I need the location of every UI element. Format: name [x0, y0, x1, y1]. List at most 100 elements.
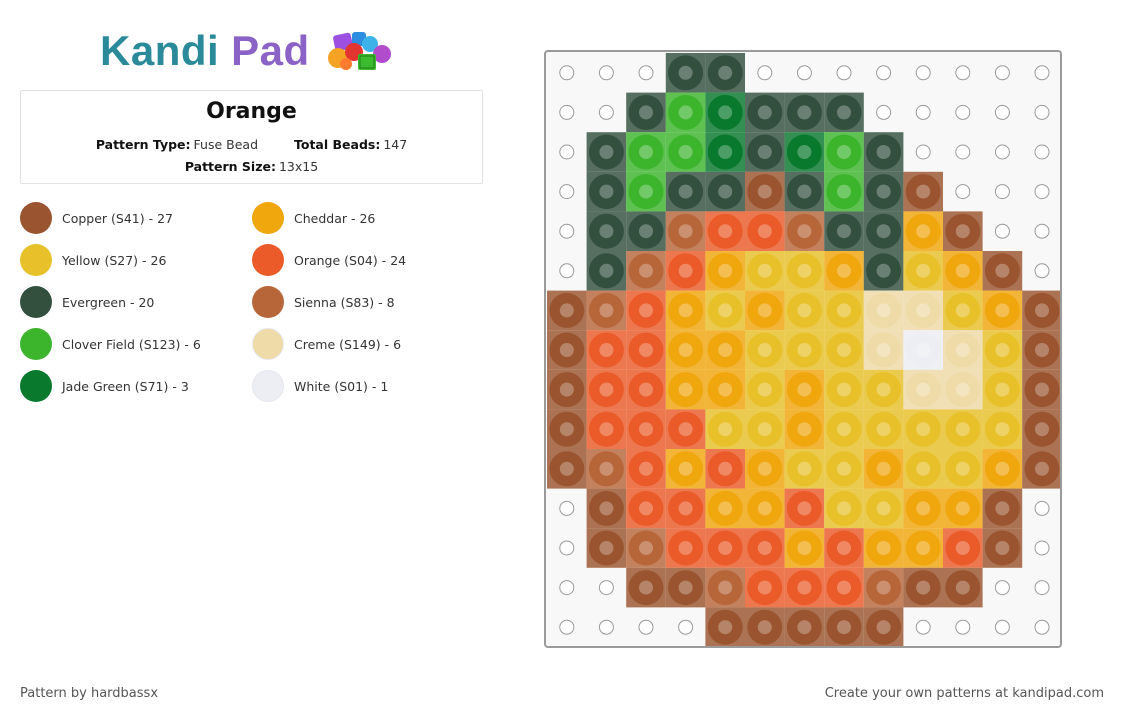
- bead: [588, 490, 624, 526]
- bead-hole: [599, 303, 614, 318]
- bead-hole: [639, 263, 653, 278]
- empty-peg: [1034, 580, 1050, 596]
- bead: [747, 253, 783, 289]
- bead-hole: [718, 224, 733, 239]
- bead-hole: [757, 303, 772, 318]
- total-beads-value: 147: [383, 137, 408, 152]
- bead-hole: [995, 501, 1010, 516]
- bead: [905, 332, 941, 368]
- bead: [905, 530, 941, 566]
- empty-peg: [559, 500, 575, 516]
- bead-hole: [916, 303, 931, 318]
- bead: [588, 292, 624, 328]
- bead-hole: [955, 461, 970, 476]
- bead-hole: [718, 461, 733, 476]
- legend-label: Evergreen - 20: [62, 294, 155, 310]
- bead-hole: [1035, 343, 1049, 357]
- bead-hole: [559, 343, 574, 357]
- bead: [668, 451, 704, 487]
- bead: [588, 530, 624, 566]
- bead: [668, 174, 704, 210]
- empty-peg: [598, 619, 614, 635]
- bead: [984, 372, 1020, 408]
- bead-hole: [757, 580, 772, 595]
- bead-hole: [559, 382, 574, 397]
- bead-hole: [757, 224, 772, 239]
- bead: [628, 332, 664, 368]
- bead-hole: [916, 501, 931, 516]
- bead-hole: [559, 461, 574, 476]
- bead: [747, 213, 783, 249]
- empty-peg: [876, 65, 892, 81]
- color-swatch: [20, 202, 52, 234]
- kandi-pad-logo[interactable]: Kandi Pad: [100, 24, 410, 78]
- bead: [707, 372, 743, 408]
- legend-label: White (S01) - 1: [294, 378, 389, 394]
- bead-hole: [995, 382, 1010, 397]
- bead-hole: [639, 461, 653, 476]
- bead: [668, 530, 704, 566]
- bead: [905, 411, 941, 447]
- bead: [747, 372, 783, 408]
- bead-hole: [718, 422, 733, 437]
- empty-peg: [1034, 500, 1050, 516]
- bead: [588, 174, 624, 210]
- bead-hole: [718, 580, 733, 595]
- bead-hole: [916, 184, 931, 199]
- bead-hole: [876, 382, 891, 397]
- bead-hole: [639, 224, 653, 239]
- bead-hole: [678, 263, 693, 278]
- bead: [826, 213, 862, 249]
- bead-hole: [797, 580, 812, 595]
- empty-peg: [915, 144, 931, 160]
- bead: [628, 134, 664, 170]
- bead-hole: [757, 422, 772, 437]
- bead-hole: [797, 303, 812, 318]
- bead: [588, 253, 624, 289]
- bead-hole: [995, 343, 1010, 357]
- bead: [826, 174, 862, 210]
- empty-peg: [1034, 540, 1050, 556]
- bead: [984, 411, 1020, 447]
- pattern-type-label: Pattern Type:: [95, 137, 191, 152]
- bead: [826, 411, 862, 447]
- bead-hole: [639, 145, 653, 159]
- bead-hole: [639, 541, 653, 555]
- empty-peg: [559, 65, 575, 81]
- bead: [707, 530, 743, 566]
- bead-hole: [757, 382, 772, 397]
- bead-hole: [995, 303, 1010, 318]
- empty-peg: [1034, 223, 1050, 239]
- bead: [826, 332, 862, 368]
- bead: [786, 332, 822, 368]
- bead: [826, 94, 862, 130]
- bead: [628, 530, 664, 566]
- bead: [747, 292, 783, 328]
- empty-peg: [678, 619, 694, 635]
- bead-hole: [599, 343, 614, 357]
- bead: [866, 609, 902, 645]
- empty-peg: [638, 65, 654, 81]
- bead-hole: [678, 580, 693, 595]
- bead: [668, 372, 704, 408]
- bead-hole: [797, 224, 812, 239]
- bead: [1024, 411, 1060, 447]
- bead-hole: [718, 620, 733, 635]
- bead: [668, 490, 704, 526]
- bead: [866, 253, 902, 289]
- bead: [786, 134, 822, 170]
- legend-item: Jade Green (S71) - 3: [20, 370, 189, 402]
- bead: [866, 530, 902, 566]
- color-swatch: [252, 328, 284, 360]
- bead-hole: [916, 541, 931, 555]
- bead-hole: [678, 461, 693, 476]
- empty-peg: [1034, 263, 1050, 279]
- bead: [786, 174, 822, 210]
- create-patterns-link[interactable]: Create your own patterns at kandipad.com: [824, 686, 1104, 701]
- bead-hole: [797, 105, 812, 120]
- legend-label: Sienna (S83) - 8: [294, 294, 395, 310]
- pattern-size-value: 13x15: [278, 159, 319, 174]
- bead: [747, 134, 783, 170]
- bead: [549, 411, 585, 447]
- bead: [707, 332, 743, 368]
